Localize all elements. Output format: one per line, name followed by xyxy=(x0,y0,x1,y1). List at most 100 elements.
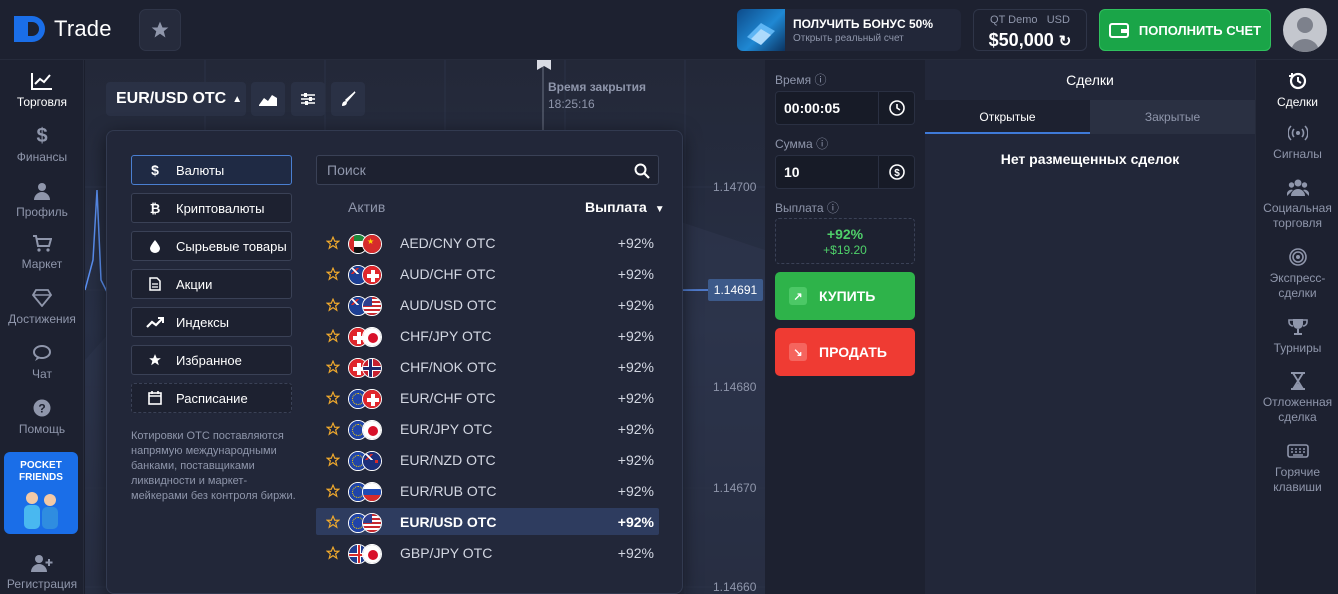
tab-closed[interactable]: Закрытые xyxy=(1090,100,1255,134)
amount-input[interactable]: 10 $ xyxy=(775,155,915,189)
search-icon[interactable] xyxy=(634,163,650,179)
favorites-button[interactable] xyxy=(139,9,181,51)
category-favorites[interactable]: Избранное xyxy=(131,345,292,375)
pair-label: EUR/USD OTC xyxy=(116,90,227,107)
category-currencies[interactable]: $ Валюты xyxy=(131,155,292,185)
favorite-star-icon[interactable] xyxy=(320,266,346,281)
pair-selector[interactable]: EUR/USD OTC ▲ xyxy=(106,82,246,116)
category-indices[interactable]: Индексы xyxy=(131,307,292,337)
caret-up-icon: ▲ xyxy=(232,93,243,105)
category-commodities[interactable]: Сырьевые товары xyxy=(131,231,292,261)
rnav-label: Отложенная сделка xyxy=(1262,395,1333,424)
nav-achievements[interactable]: Достижения xyxy=(0,287,84,326)
asset-row[interactable]: CHF/JPY OTC +92% xyxy=(316,322,659,349)
asset-row[interactable]: EUR/RUB OTC +92% xyxy=(316,477,659,504)
flag-us-icon xyxy=(362,512,382,533)
favorite-star-icon[interactable] xyxy=(320,328,346,343)
favorite-star-icon[interactable] xyxy=(320,514,346,529)
tab-open[interactable]: Открытые xyxy=(925,100,1090,134)
currency-flags xyxy=(348,387,390,409)
asset-row[interactable]: CHF/NOK OTC +92% xyxy=(316,353,659,380)
user-avatar-icon xyxy=(1291,17,1319,52)
favorite-star-icon[interactable] xyxy=(320,235,346,250)
asset-row[interactable]: AUD/CHF OTC +92% xyxy=(316,260,659,287)
bonus-banner[interactable]: ПОЛУЧИТЬ БОНУС 50% Открыть реальный счет xyxy=(737,9,961,51)
asset-search-input[interactable]: Поиск xyxy=(316,155,659,185)
info-icon[interactable]: ⓘ xyxy=(816,137,829,151)
asset-name: AUD/USD OTC xyxy=(400,296,497,313)
category-label: Избранное xyxy=(176,352,242,368)
top-bar: Trade ПОЛУЧИТЬ БОНУС 50% Открыть реальны… xyxy=(0,0,1338,60)
asset-row[interactable]: ★ AED/CNY OTC +92% xyxy=(316,229,659,256)
price-level: 1.14700 xyxy=(713,180,757,194)
info-icon[interactable]: ⓘ xyxy=(814,73,827,87)
bonus-image xyxy=(737,9,785,51)
asset-row[interactable]: GBP/JPY OTC +92% xyxy=(316,539,659,566)
caret-down-icon: ▼ xyxy=(654,204,665,215)
deposit-button[interactable]: ПОПОЛНИТЬ СЧЕТ xyxy=(1099,9,1271,51)
favorite-star-icon[interactable] xyxy=(320,421,346,436)
sell-button[interactable]: ↘ ПРОДАТЬ xyxy=(775,328,915,376)
favorite-star-icon[interactable] xyxy=(320,452,346,467)
buy-button[interactable]: ↗ КУПИТЬ xyxy=(775,272,915,320)
category-stocks[interactable]: Акции xyxy=(131,269,292,299)
column-asset: Актив xyxy=(348,199,386,215)
category-crypto[interactable]: ₿ Криптовалюты xyxy=(131,193,292,223)
nav-trading[interactable]: Торговля xyxy=(0,70,84,109)
nav-finance[interactable]: $ Финансы xyxy=(0,125,84,165)
payout-amount: +$19.20 xyxy=(823,243,867,257)
flag-jp-icon xyxy=(362,326,382,347)
favorite-star-icon[interactable] xyxy=(320,297,346,312)
pocket-friends-promo[interactable]: POCKET FRIENDS xyxy=(4,452,78,534)
rnav-pending[interactable]: Отложенная сделка xyxy=(1256,370,1338,425)
asset-payout: +92% xyxy=(617,358,654,375)
favorite-star-icon[interactable] xyxy=(320,545,346,560)
favorite-star-icon[interactable] xyxy=(320,359,346,374)
favorite-star-icon[interactable] xyxy=(320,483,346,498)
rnav-express[interactable]: Экспресс-сделки xyxy=(1256,246,1338,301)
column-payout-sort[interactable]: Выплата ▼ xyxy=(585,199,665,215)
refresh-icon[interactable]: ↻ xyxy=(1058,33,1072,50)
flag-jp-icon xyxy=(362,419,382,440)
favorite-star-icon[interactable] xyxy=(320,390,346,405)
clock-icon[interactable] xyxy=(878,92,914,124)
right-sidebar: Сделки Сигналы Социальная торговля Экспр… xyxy=(1255,60,1338,594)
nav-register[interactable]: Регистрация xyxy=(0,552,84,591)
chart-type-button[interactable] xyxy=(251,82,285,116)
currency-icon[interactable]: $ xyxy=(878,156,914,188)
nav-label: Профиль xyxy=(16,205,68,219)
rnav-hotkeys[interactable]: Горячие клавиши xyxy=(1256,440,1338,495)
rnav-label: Социальная торговля xyxy=(1263,201,1332,230)
rnav-tournaments[interactable]: Турниры xyxy=(1256,316,1338,356)
promo-line1: POCKET xyxy=(20,460,62,471)
nav-chat[interactable]: Чат xyxy=(0,342,84,381)
brush-icon xyxy=(342,91,356,106)
drawing-button[interactable] xyxy=(331,82,365,116)
time-value: 00:00:05 xyxy=(784,100,841,116)
category-schedule[interactable]: Расписание xyxy=(131,383,292,413)
currency-flags xyxy=(348,356,390,378)
search-placeholder: Поиск xyxy=(327,162,366,178)
rnav-signals[interactable]: Сигналы xyxy=(1256,122,1338,162)
balance-widget[interactable]: QT Demo USD $50,000 ↻ xyxy=(973,9,1087,51)
promo-line2: FRIENDS xyxy=(19,472,63,483)
rnav-deals[interactable]: Сделки xyxy=(1256,70,1338,110)
time-input[interactable]: 00:00:05 xyxy=(775,91,915,125)
asset-row[interactable]: EUR/USD OTC +92% xyxy=(316,508,659,535)
asset-payout: +92% xyxy=(617,513,654,530)
asset-row[interactable]: AUD/USD OTC +92% xyxy=(316,291,659,318)
nav-profile[interactable]: Профиль xyxy=(0,180,84,219)
nav-market[interactable]: Маркет xyxy=(0,232,84,271)
asset-row[interactable]: EUR/CHF OTC +92% xyxy=(316,384,659,411)
info-icon[interactable]: ⓘ xyxy=(826,201,839,215)
category-label: Индексы xyxy=(176,314,230,330)
asset-row[interactable]: EUR/JPY OTC +92% xyxy=(316,415,659,442)
indicators-button[interactable] xyxy=(291,82,325,116)
asset-row[interactable]: EUR/NZD OTC +92% xyxy=(316,446,659,473)
avatar[interactable] xyxy=(1283,8,1327,52)
nav-help[interactable]: ? Помощь xyxy=(0,397,84,436)
rnav-social[interactable]: Социальная торговля xyxy=(1256,176,1338,231)
currency-flags xyxy=(348,480,390,502)
svg-text:$: $ xyxy=(894,168,900,179)
logo[interactable]: Trade xyxy=(14,14,112,44)
